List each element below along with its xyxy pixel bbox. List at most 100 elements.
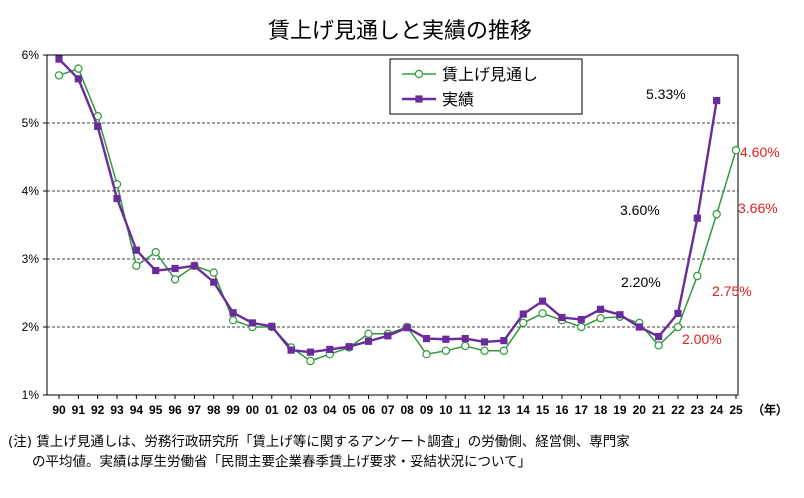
data-point-circle — [151, 247, 160, 257]
data-point-circle — [228, 316, 238, 325]
legend-box — [389, 58, 583, 115]
annotation-label: 4.60% — [740, 144, 780, 160]
data-point-square — [287, 346, 295, 354]
x-tick-label: 16 — [555, 403, 569, 417]
x-tick-label: 93 — [110, 403, 124, 417]
data-point-square — [655, 332, 663, 341]
footnote: (注) 賃上げ見通しは、労務行政研究所「賃上げ等に関するアンケート調査」の労働側… — [8, 432, 798, 472]
data-point-square — [248, 319, 257, 327]
annotation-label: 5.33% — [646, 86, 686, 102]
x-tick-label: 91 — [72, 403, 86, 417]
x-tick-label: 98 — [207, 403, 221, 417]
x-tick-label: 05 — [342, 403, 356, 417]
grid — [46, 54, 739, 396]
legend-label: 実績 — [442, 90, 474, 109]
data-point-circle — [461, 341, 470, 351]
data-point-square — [326, 345, 334, 354]
data-point-circle — [54, 71, 64, 80]
series-line-2 — [58, 58, 718, 354]
x-tick-label: 99 — [226, 403, 240, 417]
data-point-square — [442, 335, 450, 343]
footnote-line-1: (注) 賃上げ見通しは、労務行政研究所「賃上げ等に関するアンケート調査」の労働側… — [8, 434, 630, 450]
data-point-square — [268, 322, 276, 330]
x-tick-label: 08 — [400, 403, 414, 417]
x-tick-label: 21 — [652, 403, 666, 417]
data-point-circle — [577, 322, 586, 332]
legend-label: 賃上げ見通し — [442, 65, 538, 84]
x-tick-label: 06 — [362, 403, 376, 417]
data-point-square — [480, 338, 489, 346]
data-point-square — [55, 55, 63, 63]
x-tick-label: 19 — [613, 403, 627, 417]
data-point-circle — [673, 322, 683, 332]
data-point-square — [500, 337, 508, 345]
data-point-circle — [499, 346, 509, 355]
data-point-circle — [596, 313, 605, 323]
x-tick-label: 01 — [265, 403, 279, 417]
data-point-square — [597, 305, 605, 313]
x-tick-label: 22 — [671, 403, 685, 417]
data-point-square — [403, 324, 411, 332]
data-point-square — [422, 334, 431, 343]
data-point-circle — [306, 356, 315, 366]
x-tick-label: 13 — [497, 403, 511, 417]
data-point-square — [210, 278, 218, 286]
annotations: 5.33% 4.60% 3.60% 3.66% 2.20% 2.75% 2.00% — [620, 86, 780, 347]
data-point-circle — [74, 64, 83, 73]
data-point-circle — [170, 275, 180, 284]
x-tick-label: 18 — [594, 403, 608, 417]
series-group — [54, 55, 741, 366]
data-point-square — [577, 315, 585, 324]
data-point-circle — [480, 346, 489, 355]
data-point-circle — [731, 145, 741, 155]
y-tick-label: 5% — [22, 116, 40, 130]
x-axis-ticks: 90 91 92 93 94 95 96 97 98 99 00 01 02 03 04 05 06 07 08 09… — [52, 395, 743, 417]
data-point-circle — [693, 271, 702, 281]
data-point-square — [674, 309, 682, 317]
x-tick-label: 11 — [459, 403, 472, 417]
chart: 賃上げ見通しと実績の推移 1% 2% 3% 4% 5% 6% 90 91 92 93 94 95 96… — [22, 19, 788, 417]
data-point-circle — [422, 350, 431, 359]
x-tick-label: 25 — [729, 403, 743, 417]
annotation-label: 2.75% — [712, 283, 752, 299]
data-point-circle — [132, 261, 141, 270]
data-point-circle — [654, 341, 663, 350]
data-point-circle — [441, 346, 451, 355]
data-point-square — [635, 323, 643, 331]
plot-frame — [46, 54, 739, 396]
data-point-square — [364, 337, 373, 345]
x-tick-label: 20 — [633, 403, 647, 417]
annotation-label: 2.20% — [621, 274, 661, 290]
data-point-square — [713, 96, 721, 105]
x-tick-label: 07 — [381, 403, 395, 417]
annotation-label: 2.00% — [682, 331, 722, 347]
x-tick-label: 95 — [149, 403, 163, 417]
x-tick-label: 00 — [246, 403, 260, 417]
legend-marker-circle — [414, 69, 424, 79]
data-point-square — [519, 310, 527, 318]
x-axis-label: （年） — [752, 402, 788, 417]
data-point-circle — [519, 318, 528, 328]
x-tick-label: 12 — [478, 403, 492, 417]
chart-title: 賃上げ見通しと実績の推移 — [268, 19, 532, 44]
x-tick-label: 03 — [304, 403, 318, 417]
x-tick-label: 15 — [536, 403, 550, 417]
legend-marker-square — [415, 95, 423, 103]
y-tick-label: 3% — [22, 252, 40, 266]
data-point-square — [229, 309, 237, 317]
x-tick-label: 97 — [188, 403, 202, 417]
data-point-square — [113, 194, 121, 203]
data-point-square — [538, 297, 547, 305]
data-point-square — [132, 246, 140, 254]
y-tick-label: 1% — [22, 388, 40, 402]
data-point-square — [693, 214, 701, 222]
data-point-square — [616, 311, 624, 319]
x-tick-label: 96 — [168, 403, 182, 417]
footnote-line-2: の平均値。実績は厚生労働省「民間主要企業春季賃上げ要求・妥結状況について」 — [32, 454, 532, 470]
x-tick-label: 24 — [710, 403, 724, 417]
x-tick-label: 09 — [420, 403, 434, 417]
x-tick-label: 02 — [284, 403, 298, 417]
data-point-square — [152, 266, 160, 275]
data-point-circle — [364, 329, 373, 338]
